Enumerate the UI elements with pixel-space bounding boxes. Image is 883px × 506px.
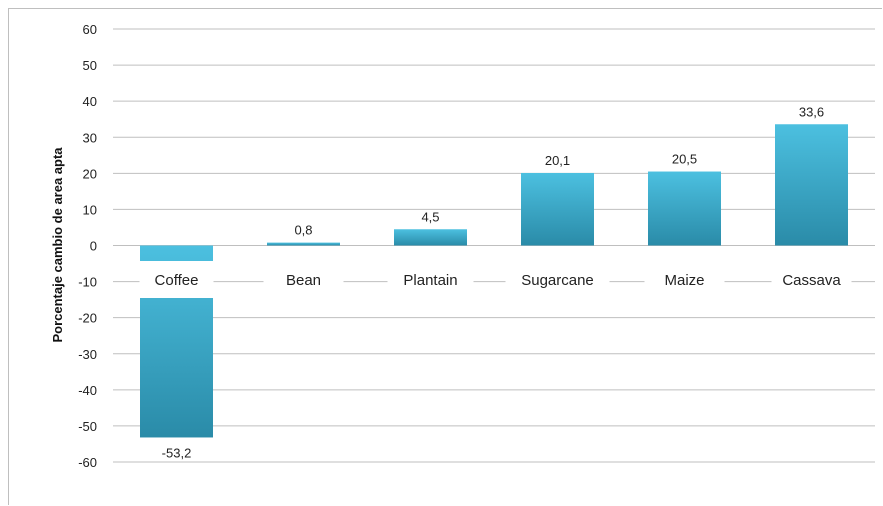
data-labels: -53,2 0,8 4,5 20,1 20,5 33,6 [162, 104, 824, 460]
category-label-box [139, 261, 214, 298]
bar-sugarcane [521, 172, 594, 246]
category-label-box [263, 261, 344, 298]
category-label: Bean [286, 272, 321, 289]
data-label: 20,5 [672, 152, 697, 167]
bar-cassava [775, 124, 848, 246]
category-label: Maize [664, 272, 704, 289]
bars [140, 124, 848, 438]
gridlines [113, 28, 875, 463]
y-axis-ticks: 60 50 40 30 20 10 0 -10 -20 -30 -40 -50 -60 [78, 22, 97, 470]
data-label: 0,8 [294, 223, 312, 238]
bar-plantain [394, 229, 467, 246]
y-tick-label: 20 [83, 166, 97, 181]
y-tick-label: -40 [78, 383, 97, 398]
chart-frame [8, 8, 882, 505]
y-tick-label: -30 [78, 347, 97, 362]
category-label-box [505, 261, 610, 298]
y-tick-label: -10 [78, 275, 97, 290]
category-label: Sugarcane [521, 272, 594, 289]
y-tick-label: 60 [83, 22, 97, 37]
data-label: 4,5 [421, 209, 439, 224]
bar-maize [648, 171, 721, 246]
y-tick-label: -20 [78, 311, 97, 326]
category-label-box [644, 261, 725, 298]
y-tick-label: -60 [78, 455, 97, 470]
bar-bean [267, 242, 340, 246]
y-axis-label: Porcentaje cambio de area apta [50, 147, 65, 343]
data-label: 20,1 [545, 153, 570, 168]
category-label: Plantain [403, 272, 457, 289]
category-label-box [387, 261, 474, 298]
category-label-box [771, 261, 852, 298]
y-tick-label: -50 [78, 419, 97, 434]
category-labels: Coffee Bean Plantain Sugarcane Maize Cassava [139, 261, 852, 298]
y-tick-label: 10 [83, 202, 97, 217]
data-label: 33,6 [799, 104, 824, 119]
y-tick-label: 50 [83, 58, 97, 73]
category-label: Cassava [782, 272, 841, 289]
y-tick-label: 40 [83, 94, 97, 109]
category-label: Coffee [155, 272, 199, 289]
y-tick-label: 0 [90, 239, 97, 254]
y-tick-label: 30 [83, 130, 97, 145]
data-label: -53,2 [162, 445, 192, 460]
